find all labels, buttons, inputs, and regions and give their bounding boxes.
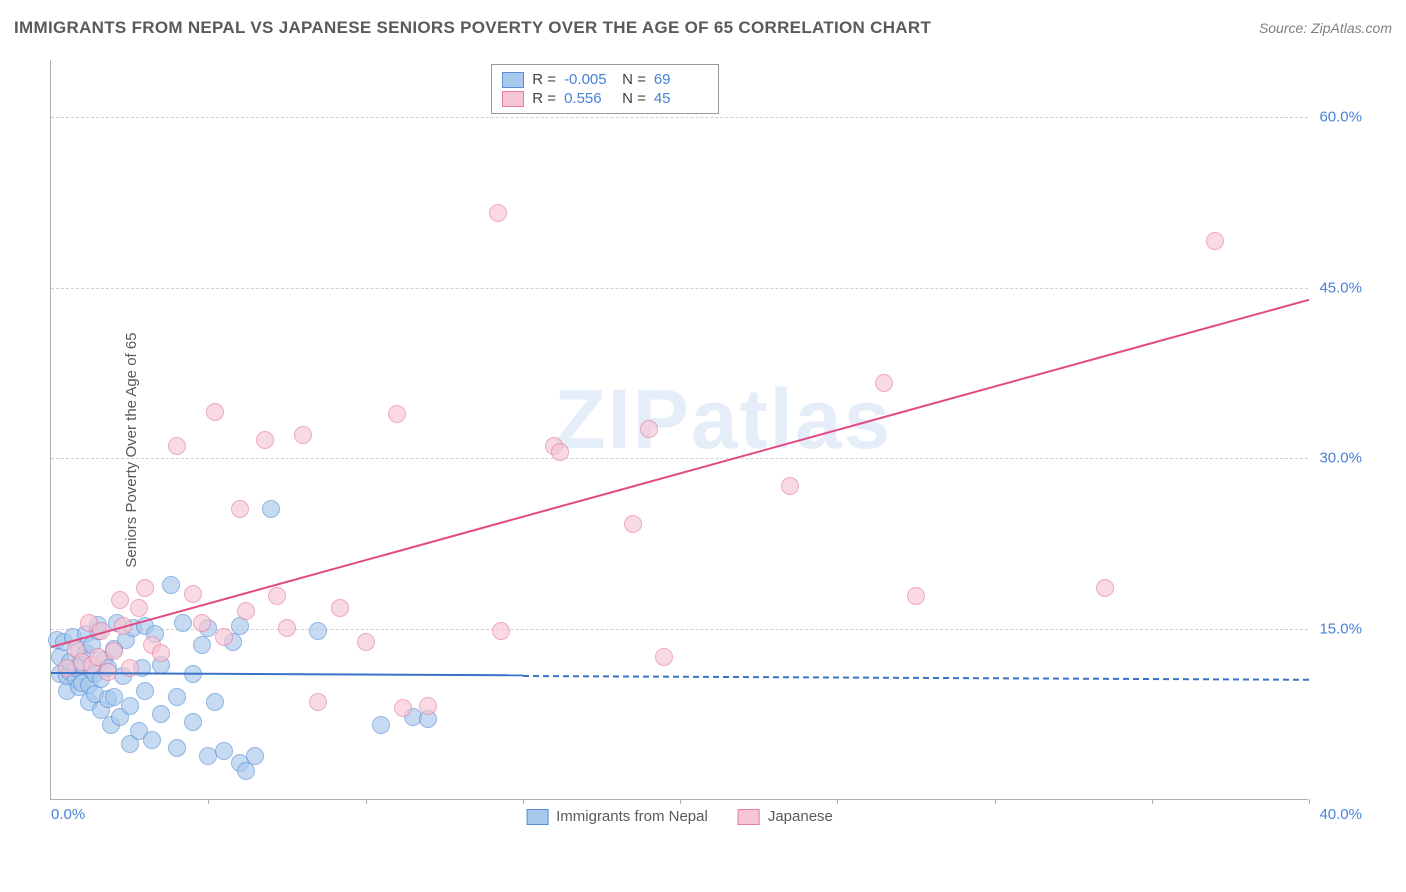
gridline: [51, 117, 1308, 118]
data-point: [184, 713, 202, 731]
stat-n-value: 45: [654, 90, 704, 107]
data-point: [907, 587, 925, 605]
data-point: [262, 500, 280, 518]
trend-line: [523, 675, 1309, 681]
data-point: [309, 693, 327, 711]
x-tick: [1309, 799, 1310, 804]
y-tick-label: 15.0%: [1319, 621, 1362, 638]
x-tick: [995, 799, 996, 804]
y-tick-label: 60.0%: [1319, 108, 1362, 125]
data-point: [231, 500, 249, 518]
data-point: [206, 403, 224, 421]
data-point: [215, 742, 233, 760]
legend-swatch: [526, 809, 548, 825]
stat-r-label: R =: [532, 90, 556, 107]
data-point: [640, 420, 658, 438]
data-point: [624, 515, 642, 533]
x-tick: [208, 799, 209, 804]
data-point: [492, 622, 510, 640]
legend-label: Japanese: [768, 808, 833, 825]
stats-legend: R = -0.005 N = 69 R = 0.556 N = 45: [491, 64, 719, 114]
legend-item: Japanese: [738, 808, 833, 825]
x-tick: [837, 799, 838, 804]
data-point: [168, 437, 186, 455]
data-point: [1206, 232, 1224, 250]
plot-area: 15.0%30.0%45.0%60.0%0.0%40.0%ZIPatlasR =…: [50, 60, 1308, 800]
x-tick-label: 0.0%: [51, 806, 85, 823]
data-point: [162, 576, 180, 594]
data-point: [309, 622, 327, 640]
data-point: [655, 648, 673, 666]
stats-row: R = -0.005 N = 69: [502, 71, 704, 88]
data-point: [206, 693, 224, 711]
stat-r-label: R =: [532, 71, 556, 88]
data-point: [121, 697, 139, 715]
legend-swatch: [502, 91, 524, 107]
data-point: [152, 705, 170, 723]
data-point: [193, 614, 211, 632]
data-point: [215, 628, 233, 646]
stat-n-label: N =: [622, 71, 646, 88]
chart-title: IMMIGRANTS FROM NEPAL VS JAPANESE SENIOR…: [14, 18, 931, 38]
data-point: [193, 636, 211, 654]
data-point: [136, 579, 154, 597]
data-point: [357, 633, 375, 651]
data-point: [256, 431, 274, 449]
data-point: [130, 599, 148, 617]
stat-r-value: -0.005: [564, 71, 614, 88]
data-point: [489, 204, 507, 222]
data-point: [136, 682, 154, 700]
x-tick: [366, 799, 367, 804]
trend-line: [51, 299, 1310, 648]
x-tick: [523, 799, 524, 804]
x-tick-label: 40.0%: [1319, 806, 1362, 823]
data-point: [372, 716, 390, 734]
chart-container: Seniors Poverty Over the Age of 65 15.0%…: [50, 60, 1358, 840]
data-point: [168, 688, 186, 706]
x-tick: [1152, 799, 1153, 804]
data-point: [875, 374, 893, 392]
stat-n-value: 69: [654, 71, 704, 88]
legend-label: Immigrants from Nepal: [556, 808, 708, 825]
stat-r-value: 0.556: [564, 90, 614, 107]
data-point: [419, 697, 437, 715]
data-point: [394, 699, 412, 717]
data-point: [294, 426, 312, 444]
data-point: [551, 443, 569, 461]
data-point: [174, 614, 192, 632]
data-point: [111, 591, 129, 609]
legend-swatch: [738, 809, 760, 825]
series-legend: Immigrants from Nepal Japanese: [526, 808, 833, 825]
data-point: [237, 762, 255, 780]
data-point: [268, 587, 286, 605]
stats-row: R = 0.556 N = 45: [502, 90, 704, 107]
data-point: [781, 477, 799, 495]
gridline: [51, 288, 1308, 289]
legend-swatch: [502, 72, 524, 88]
data-point: [237, 602, 255, 620]
data-point: [278, 619, 296, 637]
data-point: [1096, 579, 1114, 597]
watermark: ZIPatlas: [554, 371, 892, 468]
data-point: [331, 599, 349, 617]
x-tick: [680, 799, 681, 804]
legend-item: Immigrants from Nepal: [526, 808, 708, 825]
source-attribution: Source: ZipAtlas.com: [1259, 20, 1392, 36]
data-point: [105, 642, 123, 660]
data-point: [152, 644, 170, 662]
data-point: [184, 585, 202, 603]
data-point: [143, 731, 161, 749]
stat-n-label: N =: [622, 90, 646, 107]
y-tick-label: 30.0%: [1319, 450, 1362, 467]
y-tick-label: 45.0%: [1319, 279, 1362, 296]
data-point: [388, 405, 406, 423]
data-point: [168, 739, 186, 757]
